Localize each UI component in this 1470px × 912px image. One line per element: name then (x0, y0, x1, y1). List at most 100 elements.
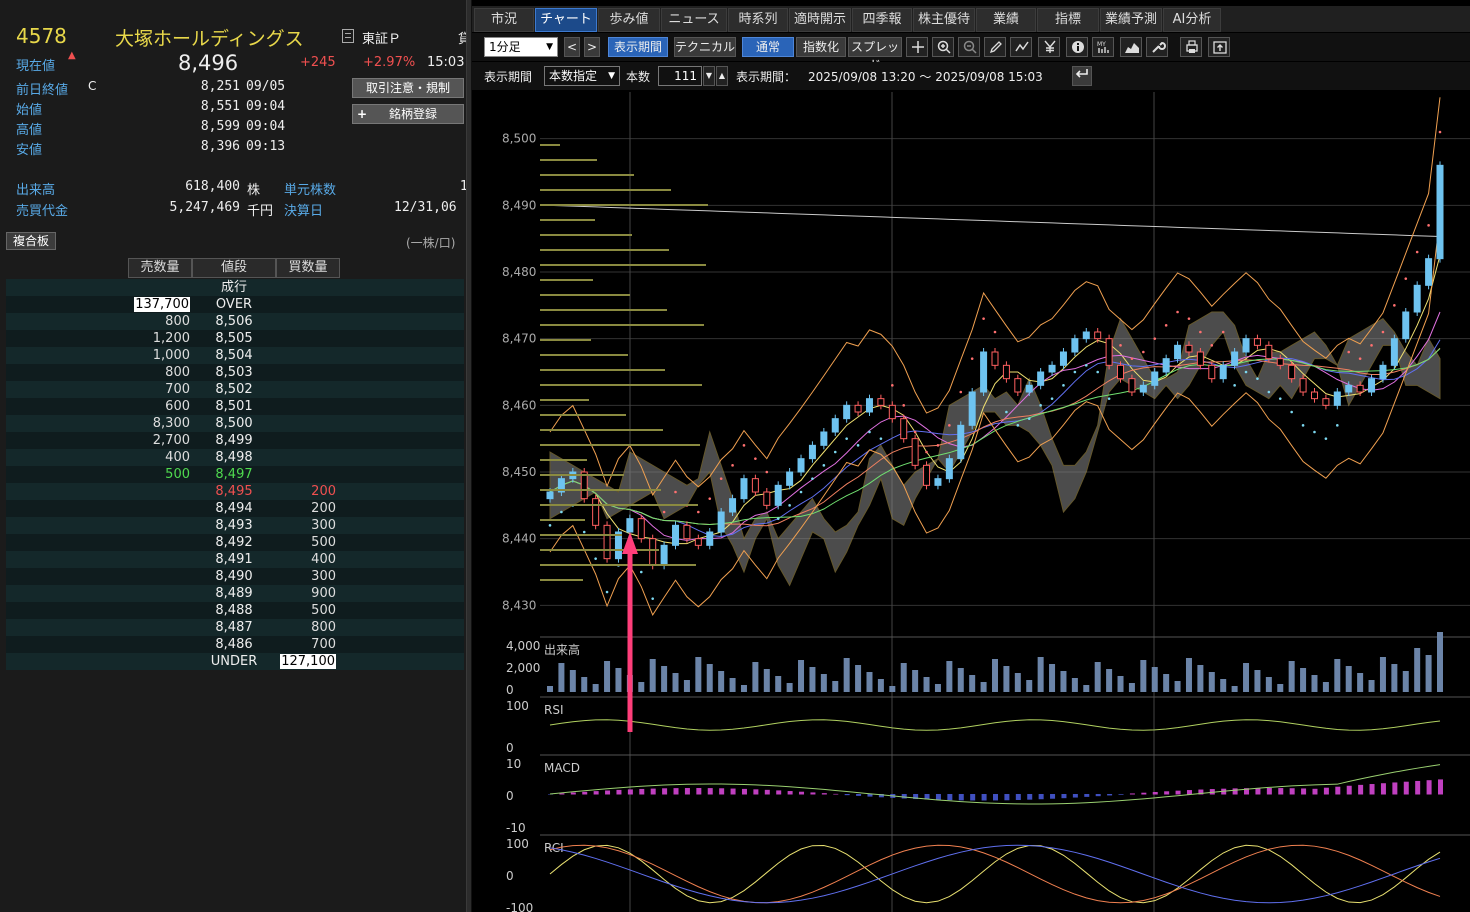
order-book-row[interactable]: 8,489 900 (6, 585, 464, 602)
price-level[interactable]: 8,500 (215, 416, 253, 431)
sell-qty-header[interactable]: 売数量 (128, 258, 192, 278)
price-chart[interactable]: 8,500 8,490 8,480 8,470 8,460 8,450 8,440 8,430… (472, 92, 1470, 912)
order-book-row[interactable]: 8,300 8,500 (6, 415, 464, 432)
price-level[interactable]: 8,502 (215, 382, 253, 397)
count-up-icon[interactable]: ▲ (716, 66, 728, 86)
normal-button[interactable]: 通常 (742, 37, 794, 57)
spread-button[interactable]: スプレッド (848, 37, 902, 72)
tab-8[interactable]: 業績 (976, 8, 1036, 32)
price-level[interactable]: 8,501 (215, 399, 253, 414)
order-book-row[interactable]: 600 8,501 (6, 398, 464, 415)
price-level[interactable]: 8,493 (215, 518, 253, 533)
indexed-button[interactable]: 指数化 (796, 37, 846, 57)
tab-9[interactable]: 指標 (1037, 8, 1099, 32)
sell-qty[interactable]: 500 (165, 467, 190, 482)
price-level[interactable]: OVER (215, 297, 253, 312)
price-level[interactable]: 8,495 (215, 484, 253, 499)
technical-button[interactable]: テクニカル (674, 37, 736, 57)
panel-splitter[interactable] (466, 0, 472, 912)
order-book-row[interactable]: 500 8,497 (6, 466, 464, 483)
sell-qty[interactable]: 800 (165, 365, 190, 380)
tab-3[interactable]: ニュース (661, 8, 727, 32)
buy-qty[interactable]: 700 (311, 637, 336, 652)
document-icon[interactable] (342, 29, 354, 43)
order-book-row[interactable]: 400 8,498 (6, 449, 464, 466)
order-book-row[interactable]: 8,492 500 (6, 534, 464, 551)
price-level[interactable]: 8,498 (215, 450, 253, 465)
tab-10[interactable]: 業績予測 (1100, 8, 1162, 32)
chart-canvas[interactable]: 8,500 8,490 8,480 8,470 8,460 8,450 8,440 8,430… (472, 92, 1470, 912)
export-icon[interactable] (1208, 37, 1230, 57)
buy-qty[interactable]: 200 (311, 501, 336, 516)
tab-7[interactable]: 株主優待 (913, 8, 975, 32)
buy-qty[interactable]: 400 (311, 552, 336, 567)
buy-qty[interactable]: 900 (311, 586, 336, 601)
order-book-row[interactable]: 8,491 400 (6, 551, 464, 568)
pencil-icon[interactable] (984, 37, 1006, 57)
price-level[interactable]: 8,492 (215, 535, 253, 550)
sell-qty[interactable]: 600 (165, 399, 190, 414)
price-level[interactable]: 8,503 (215, 365, 253, 380)
tab-0[interactable]: 市況 (474, 8, 534, 32)
tab-5[interactable]: 適時開示 (789, 8, 851, 32)
price-header[interactable]: 値段 (192, 258, 276, 278)
mountain-icon[interactable] (1120, 37, 1142, 57)
crosshair-icon[interactable] (906, 37, 928, 57)
order-book-row[interactable]: 1,200 8,505 (6, 330, 464, 347)
sell-qty[interactable]: 137,700 (134, 297, 190, 312)
buy-qty[interactable]: 500 (311, 535, 336, 550)
order-book-row[interactable]: 8,486 700 (6, 636, 464, 653)
sell-qty[interactable]: 700 (165, 382, 190, 397)
tab-6[interactable]: 四季報 (852, 8, 912, 32)
buy-qty-header[interactable]: 買数量 (276, 258, 340, 278)
order-book-tab[interactable]: 複合板 (6, 232, 56, 250)
trade-caution-button[interactable]: 取引注意・規制 (352, 78, 464, 98)
prev-button[interactable]: < (564, 37, 580, 57)
buy-qty[interactable]: 500 (311, 603, 336, 618)
buy-qty[interactable]: 300 (311, 569, 336, 584)
order-book-row[interactable]: 8,490 300 (6, 568, 464, 585)
order-book-row[interactable]: 1,000 8,504 (6, 347, 464, 364)
price-level[interactable]: 成行 (220, 280, 247, 295)
price-level[interactable]: 8,487 (215, 620, 253, 635)
print-icon[interactable] (1180, 37, 1202, 57)
count-input[interactable]: 111 (658, 66, 702, 86)
order-book-row[interactable]: 2,700 8,499 (6, 432, 464, 449)
wrench-icon[interactable] (1146, 37, 1168, 57)
sell-qty[interactable]: 1,000 (152, 348, 190, 363)
price-level[interactable]: 8,505 (215, 331, 253, 346)
price-level[interactable]: UNDER (210, 654, 258, 669)
order-book-row[interactable]: 8,488 500 (6, 602, 464, 619)
interval-select[interactable]: 1分足 ▼ (484, 37, 558, 57)
next-button[interactable]: > (584, 37, 600, 57)
zoom-in-icon[interactable] (932, 37, 954, 57)
tab-2[interactable]: 歩み値 (598, 8, 660, 32)
sell-qty[interactable]: 400 (165, 450, 190, 465)
buy-qty[interactable]: 800 (311, 620, 336, 635)
price-level[interactable]: 8,506 (215, 314, 253, 329)
count-down-icon[interactable]: ▼ (703, 66, 715, 86)
zoom-out-icon[interactable] (958, 37, 980, 57)
order-book-row[interactable]: 8,495 200 (6, 483, 464, 500)
yen-icon[interactable] (1038, 37, 1060, 57)
order-book-row[interactable]: 8,493 300 (6, 517, 464, 534)
price-level[interactable]: 8,494 (215, 501, 253, 516)
price-level[interactable]: 8,497 (215, 467, 253, 482)
price-level[interactable]: 8,489 (215, 586, 253, 601)
order-book-row[interactable]: 700 8,502 (6, 381, 464, 398)
chart-type-icon[interactable] (1010, 37, 1032, 57)
return-icon[interactable] (1072, 66, 1092, 86)
info-icon[interactable] (1066, 37, 1088, 57)
buy-qty[interactable]: 200 (311, 484, 336, 499)
order-book-row[interactable]: UNDER 127,100 (6, 653, 464, 670)
sell-qty[interactable]: 8,300 (152, 416, 190, 431)
order-book-row[interactable]: 8,487 800 (6, 619, 464, 636)
display-period-button[interactable]: 表示期間 (608, 37, 668, 57)
price-level[interactable]: 8,490 (215, 569, 253, 584)
price-level[interactable]: 8,491 (215, 552, 253, 567)
order-book-row[interactable]: 800 8,506 (6, 313, 464, 330)
price-level[interactable]: 8,499 (215, 433, 253, 448)
buy-qty[interactable]: 300 (311, 518, 336, 533)
sell-qty[interactable]: 1,200 (152, 331, 190, 346)
price-level[interactable]: 8,486 (215, 637, 253, 652)
